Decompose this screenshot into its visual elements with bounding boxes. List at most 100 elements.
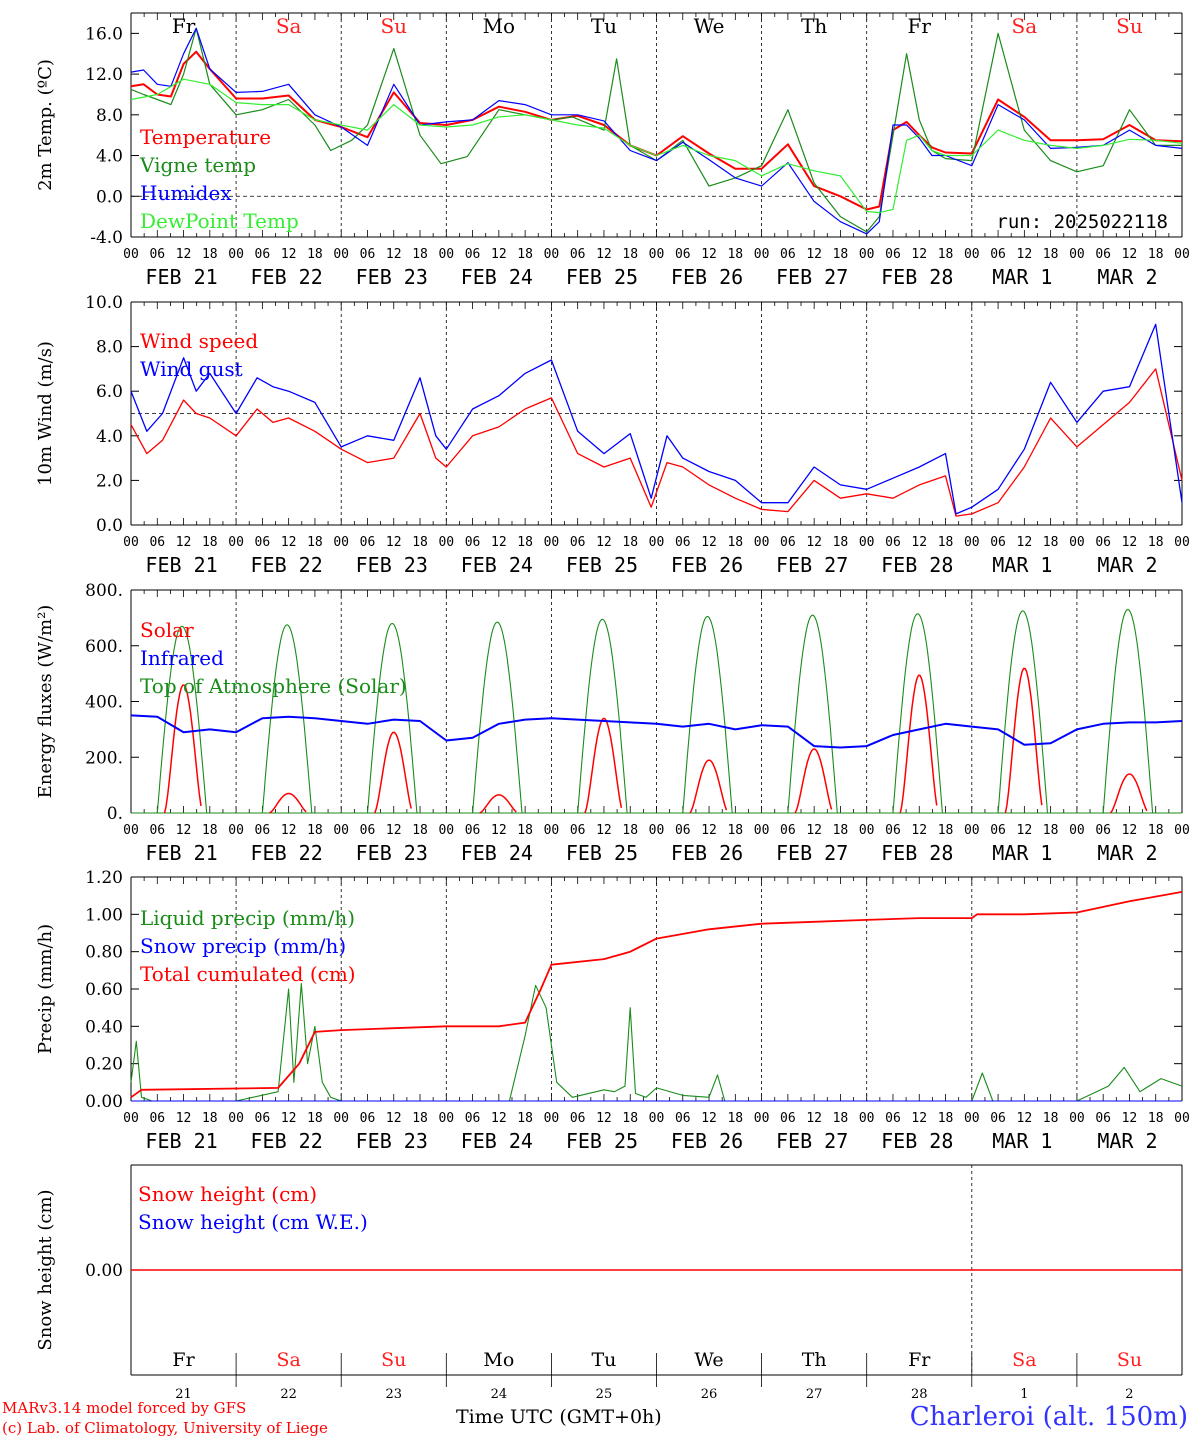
weekday-label: Sa (1012, 14, 1038, 38)
y-tick-label: 0. (107, 804, 123, 824)
hour-tick-label: 18 (307, 823, 323, 838)
hour-tick-label: 18 (727, 247, 743, 262)
model-credit: MARv3.14 model forced by GFS (2, 1399, 247, 1417)
day-label: FEB 21 (145, 265, 217, 289)
y-tick-label: 6.0 (96, 382, 123, 402)
hour-tick-label: 00 (649, 823, 665, 838)
series-solar-day (1004, 667, 1043, 814)
panel-1-y-axis: -4.0 0.0 4.0 8.0 12.0 16.0 2m Temp. (ºC) (35, 24, 1182, 248)
day-label: FEB 27 (776, 1129, 848, 1153)
day-label: FEB 23 (356, 265, 428, 289)
station-name: Charleroi (alt. 150m) (909, 1402, 1188, 1432)
hour-tick-label: 06 (1095, 247, 1111, 262)
hour-tick-label: 06 (360, 535, 376, 550)
series-solar-day (794, 748, 833, 814)
hour-labels: 00 06 12 18 00 06 12 18 00 06 12 18 00 06 12 18 00 06 12 18… (123, 1111, 1190, 1153)
series-liquid-precip-mm-h- (130, 982, 1183, 1102)
hour-tick-label: 06 (780, 535, 796, 550)
hour-tick-label: 18 (938, 823, 954, 838)
legend-infrared: Infrared (140, 646, 224, 670)
hour-tick-label: 06 (675, 823, 691, 838)
hour-tick-label: 06 (780, 823, 796, 838)
hour-tick-label: 18 (833, 247, 849, 262)
series-toa-solar-day (472, 621, 523, 814)
hour-tick-label: 12 (806, 247, 822, 262)
day-label: MAR 1 (992, 841, 1052, 865)
day-number-label: 2 (1125, 1387, 1133, 1402)
weekday-label: Th (802, 1349, 827, 1371)
hour-tick-label: 12 (701, 1111, 717, 1126)
hour-tick-label: 18 (412, 823, 428, 838)
hour-tick-label: 18 (307, 1111, 323, 1126)
panel-3-y-axis: 0. 200. 400. 600. 800. Energy fluxes (W/m²) (35, 581, 1182, 824)
day-label: FEB 26 (671, 1129, 743, 1153)
hour-tick-label: 06 (990, 823, 1006, 838)
hour-labels: 00 06 12 18 00 06 12 18 00 06 12 18 00 06 12 18 00 06 12 18… (123, 823, 1190, 865)
run-annotation: run: 2025022118 (996, 211, 1168, 233)
legend-liquid-precip-mm-h-: Liquid precip (mm/h) (140, 906, 355, 930)
hour-tick-label: 00 (438, 1111, 454, 1126)
hour-tick-label: 18 (833, 823, 849, 838)
y-tick-label: 0.00 (85, 1261, 123, 1281)
hour-tick-label: 18 (938, 535, 954, 550)
series-solar-day (1109, 773, 1148, 814)
series-dewpoint-temp (130, 78, 1183, 214)
hour-tick-label: 00 (1174, 247, 1190, 262)
day-label: FEB 27 (776, 841, 848, 865)
hour-tick-label: 12 (701, 535, 717, 550)
hour-tick-label: 12 (701, 823, 717, 838)
series-solar-day (899, 674, 938, 814)
hour-tick-label: 06 (1095, 535, 1111, 550)
y-tick-label: 0.0 (96, 516, 123, 536)
hour-tick-label: 18 (1043, 1111, 1059, 1126)
hour-tick-label: 12 (911, 823, 927, 838)
hour-tick-label: 06 (885, 823, 901, 838)
hour-tick-label: 06 (570, 823, 586, 838)
hour-tick-label: 06 (990, 535, 1006, 550)
hour-tick-label: 00 (964, 823, 980, 838)
day-label: FEB 26 (671, 265, 743, 289)
y-tick-label: 16.0 (85, 24, 123, 44)
hour-tick-label: 06 (255, 1111, 271, 1126)
y-axis-label: 2m Temp. (ºC) (35, 59, 56, 191)
hour-tick-label: 12 (176, 823, 192, 838)
day-number-label: 24 (491, 1387, 508, 1402)
day-number-label: 22 (280, 1387, 297, 1402)
day-label: FEB 21 (145, 841, 217, 865)
hour-tick-label: 12 (701, 247, 717, 262)
day-label: FEB 27 (776, 265, 848, 289)
hour-tick-label: 06 (465, 1111, 481, 1126)
series-toa-solar-day (156, 625, 208, 814)
legend-temperature: Temperature (140, 125, 271, 149)
weekday-label: Fr (908, 14, 932, 38)
hour-tick-label: 00 (859, 1111, 875, 1126)
hour-tick-label: 18 (1148, 247, 1164, 262)
panel-5-frame: 0.00 Snow height (cm) (35, 1164, 1183, 1387)
hour-tick-label: 18 (1043, 535, 1059, 550)
y-tick-label: 800. (85, 581, 123, 601)
hour-tick-label: 12 (176, 1111, 192, 1126)
hour-labels: 00 06 12 18 00 06 12 18 00 06 12 18 00 06 12 18 00 06 12 18… (123, 535, 1190, 577)
hour-tick-label: 18 (622, 823, 638, 838)
hour-tick-label: 00 (228, 247, 244, 262)
hour-tick-label: 12 (1122, 823, 1138, 838)
day-label: FEB 23 (356, 1129, 428, 1153)
y-tick-label: 400. (85, 693, 123, 713)
hour-tick-label: 12 (491, 247, 507, 262)
y-axis-label: 10m Wind (m/s) (35, 341, 56, 486)
hour-tick-label: 00 (859, 535, 875, 550)
legend-wind-gust: Wind gust (140, 357, 243, 381)
hour-tick-label: 00 (1174, 823, 1190, 838)
weekday-label: Sa (276, 14, 302, 38)
day-label: FEB 24 (461, 265, 533, 289)
weekday-label: Mo (483, 14, 516, 38)
hour-tick-label: 18 (517, 1111, 533, 1126)
hour-tick-label: 00 (1069, 1111, 1085, 1126)
hour-tick-label: 00 (544, 247, 560, 262)
hour-tick-label: 00 (754, 1111, 770, 1126)
hour-tick-label: 00 (123, 1111, 139, 1126)
series-total-cumulated-cm- (130, 891, 1183, 1099)
series-wind-speed (130, 368, 1183, 517)
hour-tick-label: 18 (727, 535, 743, 550)
hour-tick-label: 06 (465, 823, 481, 838)
